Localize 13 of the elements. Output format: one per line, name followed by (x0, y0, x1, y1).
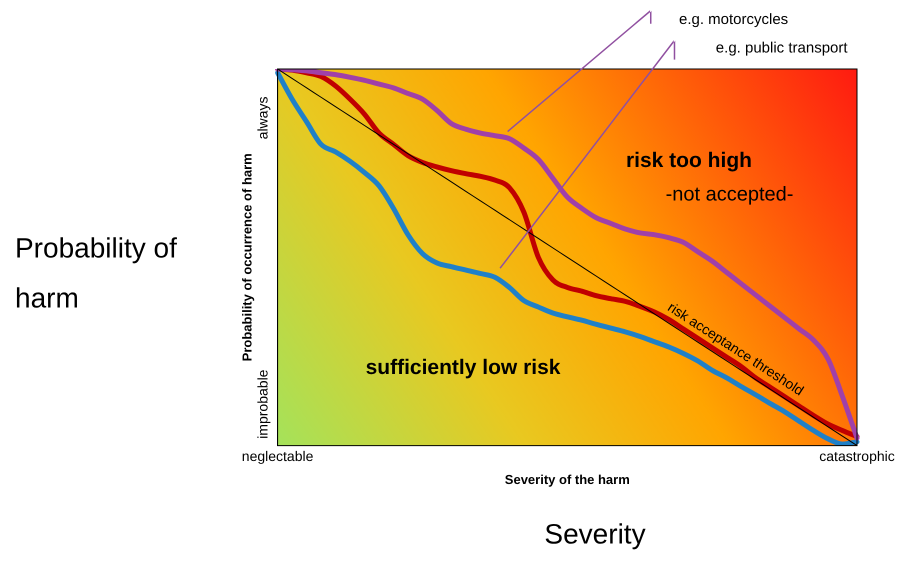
annotation: risk too high (626, 149, 752, 172)
text: e.g. motorcycles (678, 11, 788, 28)
text: Probability of harm (15, 232, 178, 314)
x-axis-title: Severity of the harm (504, 472, 630, 487)
text: e.g. public transport (716, 39, 848, 56)
y-axis-title: Probability of occurrence of harm (239, 153, 254, 362)
annotation: -not accepted- (666, 184, 794, 206)
text: Severity (544, 518, 646, 550)
text: always (254, 96, 270, 140)
x-tick-label: catastrophic (819, 448, 895, 464)
annotation: sufficiently low risk (366, 356, 561, 380)
text: improbable (254, 369, 270, 439)
x-tick-label: neglectable (242, 448, 314, 464)
